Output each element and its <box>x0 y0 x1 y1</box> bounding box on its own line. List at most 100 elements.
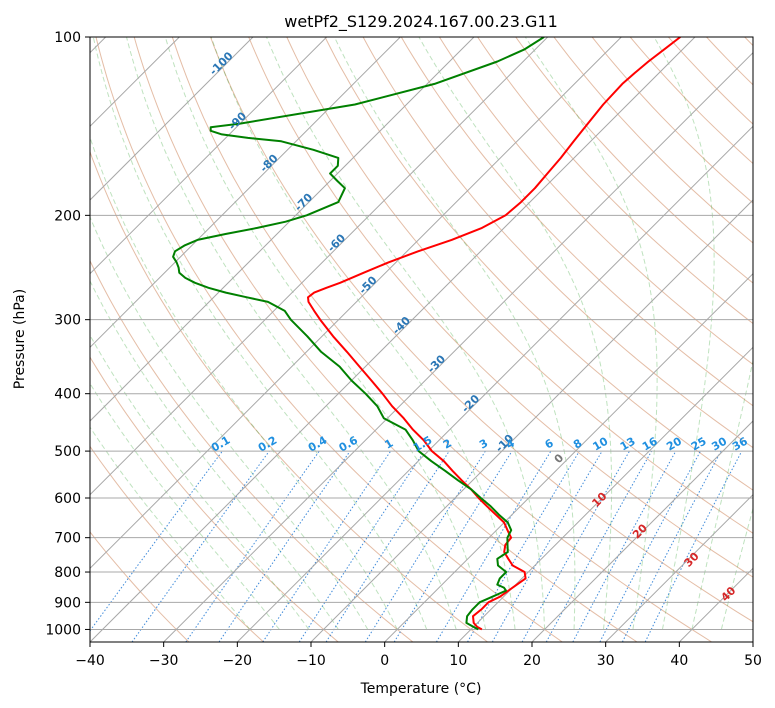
dry-adiabat <box>438 37 753 365</box>
mixing-ratio-line <box>364 450 486 642</box>
mixing-ratio-line <box>621 450 722 642</box>
isotherm-line <box>310 199 753 642</box>
plot-frame <box>89 36 754 643</box>
isotherm-label: -90 <box>226 109 249 132</box>
moist-adiabat <box>126 37 457 630</box>
dry-adiabat <box>324 37 753 491</box>
chart-title: wetPf2_S129.2024.167.00.23.G11 <box>284 12 558 32</box>
isotherm-line <box>90 37 254 201</box>
y-axis: 100 200 300 400 500 600 700 800 900 1000 <box>45 30 90 638</box>
dry-adiabat <box>90 531 190 642</box>
background-lines <box>90 37 753 642</box>
dry-adiabat <box>248 37 753 578</box>
y-tick-label: 400 <box>54 387 81 403</box>
isotherm-line <box>90 37 475 422</box>
isotherm-line <box>90 37 622 570</box>
mixing-ratio-label: 3 <box>477 437 490 452</box>
dry-adiabat <box>706 37 753 86</box>
dry-adiabat <box>171 37 712 642</box>
x-tick-label: 0 <box>380 653 389 669</box>
mixing-ratio-line <box>467 450 580 642</box>
isotherm-line <box>90 37 328 275</box>
dry-adiabat <box>133 37 638 642</box>
dry-adiabat <box>744 37 753 47</box>
isotherm-label: -80 <box>257 152 280 175</box>
isotherm-label: -20 <box>459 392 482 415</box>
isotherm-line <box>605 493 753 642</box>
y-tick-label: 500 <box>54 444 81 460</box>
mixing-ratio-line <box>572 450 677 642</box>
dry-adiabat <box>90 356 339 642</box>
mixing-ratio-line <box>599 450 701 642</box>
y-tick-label: 300 <box>54 313 81 329</box>
temperature-line <box>307 37 681 631</box>
x-tick-label: −10 <box>296 653 326 669</box>
moist-adiabat <box>418 37 613 630</box>
x-axis: −40 −30 −20 −10 0 10 20 30 40 50 <box>75 642 762 669</box>
dry-adiabat <box>477 37 753 325</box>
moist-adiabat <box>90 426 251 630</box>
data-series <box>172 37 681 631</box>
isotherm-line <box>90 37 401 349</box>
y-tick-label: 200 <box>54 208 81 224</box>
mixing-ratio-line <box>325 450 450 642</box>
isotherm-line <box>531 420 753 642</box>
moist-adiabat-label: 10 <box>589 490 609 510</box>
moist-adiabat <box>90 334 310 630</box>
mixing-ratio-line <box>185 450 320 642</box>
y-tick-label: 800 <box>54 565 81 581</box>
moist-adiabat <box>333 37 576 630</box>
dry-adiabat <box>400 37 753 407</box>
x-tick-label: 40 <box>670 653 688 669</box>
mixing-ratio-line <box>393 450 513 642</box>
moist-adiabat <box>524 37 658 630</box>
mixing-ratio-line <box>90 450 223 632</box>
isotherm-line <box>163 51 753 642</box>
mixing-ratio-line <box>644 450 743 642</box>
mixing-ratio-line <box>262 450 392 642</box>
x-tick-label: −20 <box>223 653 253 669</box>
x-tick-label: 20 <box>523 653 541 669</box>
mixing-ratio-line <box>218 450 351 642</box>
isotherm-label: -40 <box>390 314 413 337</box>
isotherm-line <box>90 37 549 496</box>
mixing-ratio-line <box>131 450 270 642</box>
dry-adiabat <box>90 259 414 642</box>
moist-adiabat <box>90 279 339 630</box>
isotherm-label: -60 <box>325 231 348 254</box>
dry-adiabat <box>286 37 753 534</box>
moist-adiabat-label: 30 <box>682 549 702 569</box>
isotherm-line <box>236 125 753 642</box>
x-tick-label: −30 <box>149 653 179 669</box>
moist-adiabat <box>210 37 516 630</box>
moist-adiabat <box>164 37 487 630</box>
moist-adiabat <box>653 37 715 630</box>
dry-adiabat <box>90 445 264 642</box>
mixing-ratio-line <box>491 450 603 642</box>
x-tick-label: −40 <box>75 653 105 669</box>
mixing-ratio-line <box>298 450 425 642</box>
y-tick-label: 100 <box>54 30 81 46</box>
dry-adiabat <box>95 37 563 642</box>
isotherm-label: -100 <box>207 49 236 78</box>
x-tick-label: 10 <box>449 653 467 669</box>
moist-adiabat <box>691 358 753 630</box>
isotherm-line <box>384 272 753 642</box>
moist-adiabat <box>720 506 753 630</box>
dry-adiabat <box>668 37 753 125</box>
y-tick-label: 900 <box>54 595 81 611</box>
dewpoint-line <box>172 37 545 631</box>
mixing-ratio-label: 2 <box>441 437 454 452</box>
y-axis-label: Pressure (hPa) <box>12 289 28 389</box>
moist-adiabat <box>92 37 428 630</box>
dry-adiabat <box>515 37 753 284</box>
x-tick-label: 50 <box>744 653 762 669</box>
moist-adiabat-label: 40 <box>718 584 738 604</box>
dry-adiabat <box>591 37 753 204</box>
x-tick-label: 30 <box>597 653 615 669</box>
y-tick-label: 700 <box>54 531 81 547</box>
isotherm-line <box>752 641 753 642</box>
isotherm-line <box>457 346 753 642</box>
moist-adiabat <box>90 135 398 630</box>
